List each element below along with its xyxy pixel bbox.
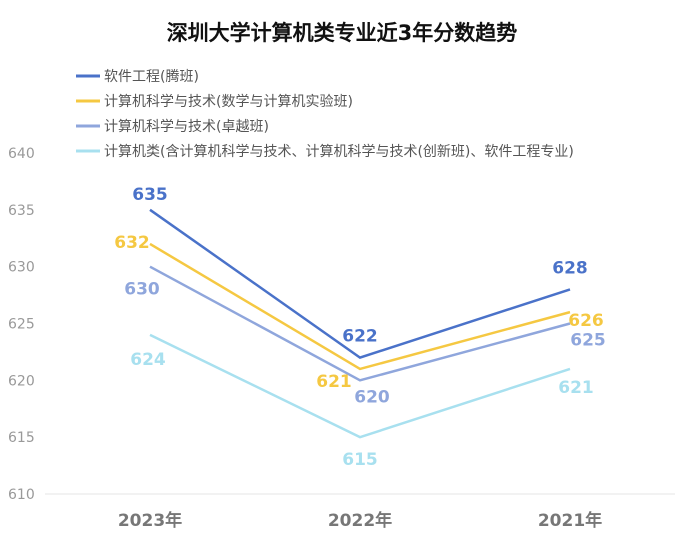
series-line	[149, 265, 571, 382]
y-tick-label: 615	[8, 430, 35, 446]
data-label: 621	[316, 372, 352, 392]
legend-entry: 软件工程(腾班)	[104, 68, 199, 85]
y-tick-label: 625	[8, 317, 35, 333]
series-line	[149, 333, 571, 439]
y-tick-label: 620	[8, 373, 35, 389]
y-tick-label: 630	[8, 260, 35, 276]
legend-entry: 计算机科学与技术(数学与计算机实验班)	[104, 94, 353, 110]
x-tick-label: 2021年	[538, 510, 602, 531]
x-tick-label: 2022年	[328, 510, 392, 531]
y-tick-label: 610	[8, 487, 35, 503]
x-tick-label: 2023年	[118, 510, 182, 531]
legend-entry: 计算机类(含计算机科学与技术、计算机科学与技术(创新班)、软件工程专业)	[104, 144, 574, 160]
data-labels: 635 622 628 632 621 626 630 620 625 624 615 621	[114, 185, 606, 470]
series-line	[149, 242, 571, 371]
y-tick-label: 640	[8, 146, 35, 162]
data-label: 620	[354, 387, 390, 407]
data-label: 621	[558, 378, 594, 398]
data-label: 630	[124, 280, 160, 300]
data-label: 626	[568, 311, 604, 331]
data-label: 635	[132, 185, 168, 205]
series-lines	[149, 208, 571, 439]
data-label: 624	[130, 350, 166, 370]
legend: 软件工程(腾班) 计算机科学与技术(数学与计算机实验班) 计算机科学与技术(卓越班)…	[76, 68, 574, 160]
data-label: 628	[552, 258, 588, 278]
data-label: 615	[342, 450, 378, 470]
data-label: 632	[114, 233, 150, 253]
chart-title: 深圳大学计算机类专业近3年分数趋势	[167, 21, 518, 45]
axes: 610 615 620 625 630 635 640 2023年 2022年 2021年	[8, 146, 675, 531]
data-label: 622	[342, 327, 378, 347]
y-tick-label: 635	[8, 203, 35, 219]
series-line	[149, 208, 571, 359]
legend-entry: 计算机科学与技术(卓越班)	[104, 119, 269, 135]
data-label: 625	[570, 331, 606, 351]
